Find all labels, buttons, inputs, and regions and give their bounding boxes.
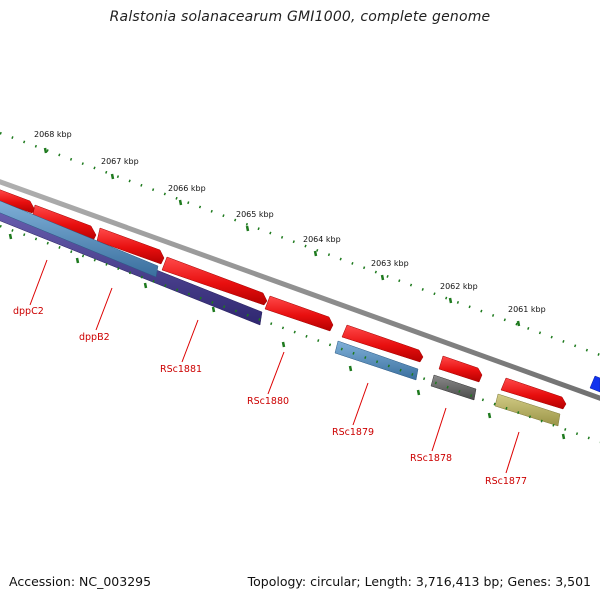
genome-summary-text: Topology: circular; Length: 3,716,413 bp… (247, 574, 591, 589)
ruler-major-tick (380, 274, 385, 281)
gene-arrow-forward[interactable] (500, 377, 567, 410)
ruler-major-tick (313, 250, 318, 257)
ruler-major-tick (110, 173, 115, 180)
ruler-label: 2068 kbp (34, 130, 72, 139)
ruler-major-tick (8, 233, 13, 240)
ruler-label: 2064 kbp (303, 235, 341, 244)
lower-ruler (0, 224, 600, 444)
gene-bar-RSc1878[interactable] (430, 374, 477, 401)
upper-ruler: 2068 kbp 2067 kbp 2066 kbp 2065 kbp 2064… (0, 130, 600, 357)
gene-arrow-forward[interactable] (438, 355, 483, 383)
map-title: Ralstonia solanacearum GMI1000, complete… (109, 9, 491, 25)
ruler-major-tick (43, 147, 48, 154)
ruler-label: 2065 kbp (236, 210, 274, 219)
ruler-label: 2067 kbp (101, 157, 139, 166)
ruler-major-tick (281, 341, 286, 348)
label-leader-line (352, 382, 369, 426)
ruler-major-tick (448, 297, 453, 304)
gene-label-RSc1881[interactable]: RSc1881 (160, 364, 202, 375)
gene-bar-RSc1879[interactable] (334, 340, 419, 381)
label-leader-line (267, 351, 285, 395)
gene-label-dppB2[interactable]: dppB2 (79, 332, 110, 343)
ruler-label: 2061 kbp (508, 305, 546, 314)
ruler-major-tick (75, 257, 80, 264)
gene-label-RSc1880[interactable]: RSc1880 (247, 396, 289, 407)
ruler-major-tick (487, 412, 492, 419)
gene-bar-dppB2[interactable] (0, 200, 159, 278)
reverse-genes[interactable] (0, 200, 561, 427)
label-leader-line (431, 407, 447, 452)
gene-label-RSc1879[interactable]: RSc1879 (332, 427, 374, 438)
label-leader-line (29, 259, 48, 306)
genome-backbone (0, 179, 600, 401)
gene-arrow-forward[interactable] (341, 324, 424, 363)
ruler-label: 2063 kbp (371, 259, 409, 268)
label-leader-line (181, 319, 199, 363)
gene-label-RSc1878[interactable]: RSc1878 (410, 453, 452, 464)
gene-arrow-forward[interactable] (96, 227, 165, 265)
ruler-major-tick (416, 389, 421, 396)
gene-label-RSc1877[interactable]: RSc1877 (485, 476, 527, 487)
forward-genes[interactable] (0, 189, 600, 410)
ruler-major-tick (211, 306, 216, 313)
ruler-major-tick (245, 225, 250, 232)
ruler-label: 2066 kbp (168, 184, 206, 193)
ruler-label: 2062 kbp (440, 282, 478, 291)
gene-label-dppC2[interactable]: dppC2 (13, 306, 44, 317)
gene-arrow-forward[interactable] (161, 256, 268, 306)
accession-text: Accession: NC_003295 (9, 574, 152, 589)
gene-labels: dppC2 dppB2 RSc1881 RSc1880 RSc1879 RSc1… (13, 259, 527, 487)
ruler-major-tick (348, 365, 353, 372)
ruler-major-tick (561, 433, 566, 440)
ruler-major-tick (516, 320, 521, 327)
label-leader-line (95, 287, 113, 331)
gene-arrow-forward[interactable] (264, 295, 334, 332)
gene-arrow-forward-blue[interactable] (589, 375, 600, 393)
ruler-major-tick (143, 282, 148, 289)
ruler-major-tick (178, 199, 183, 206)
gene-bar-RSc1877[interactable] (494, 393, 561, 427)
label-leader-line (505, 431, 520, 474)
